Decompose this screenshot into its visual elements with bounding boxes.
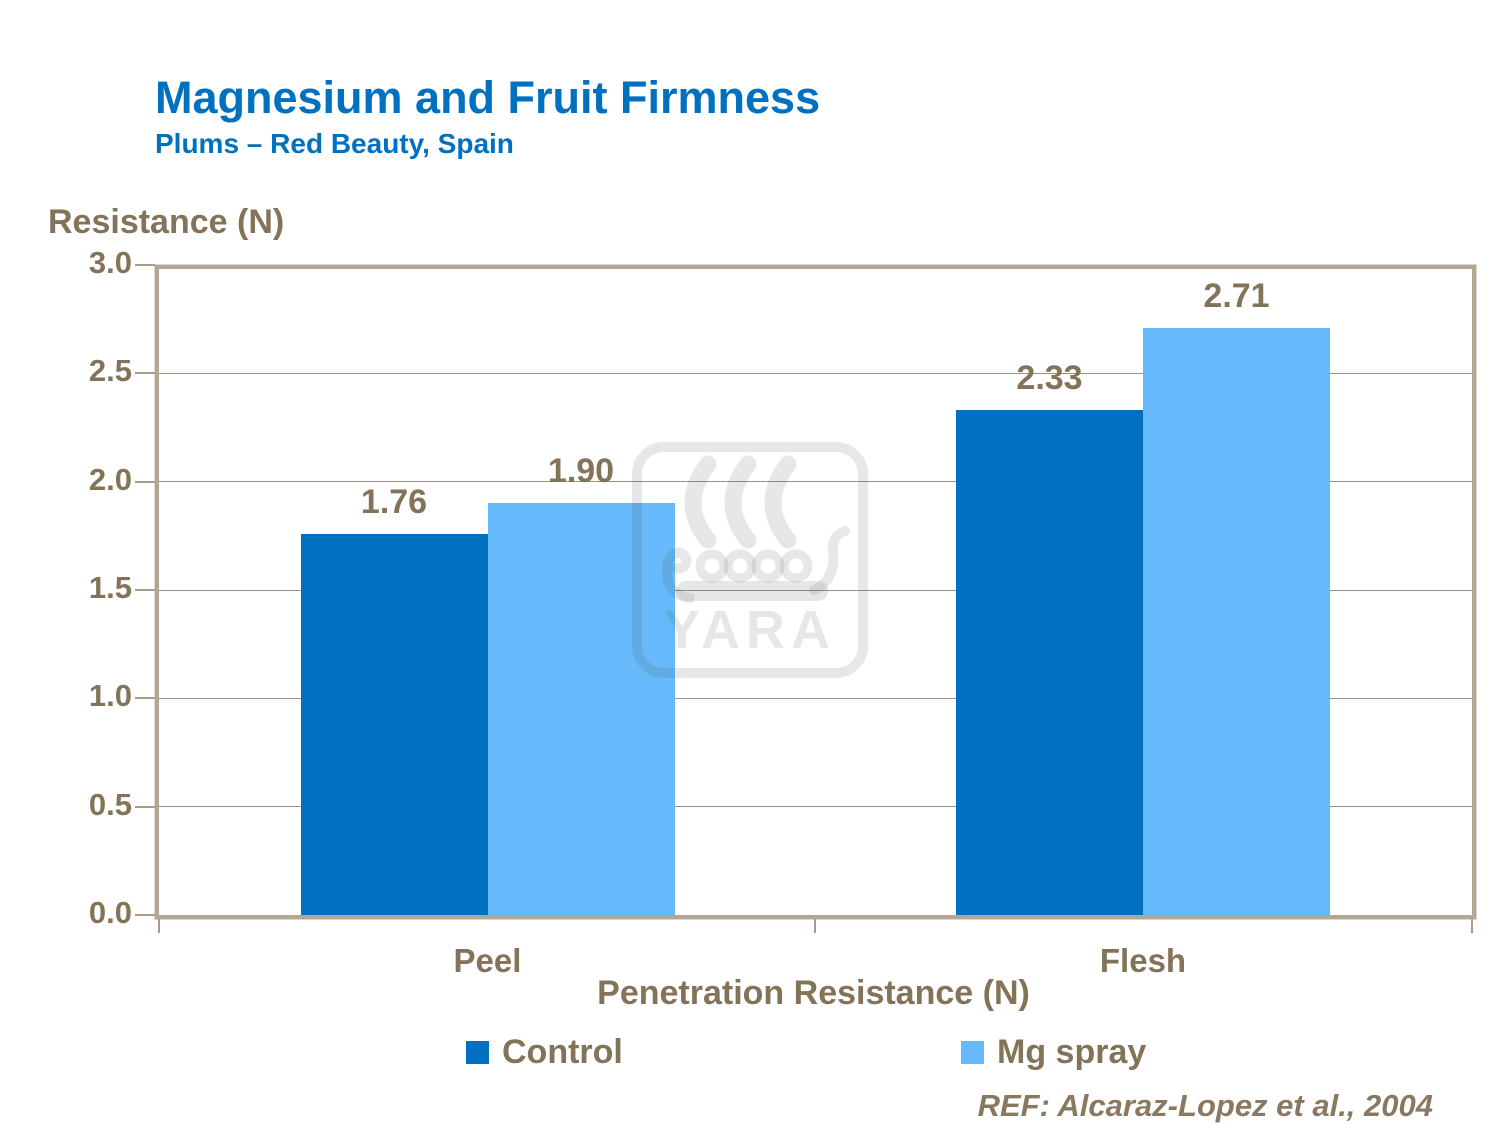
legend-swatch-control bbox=[466, 1040, 489, 1064]
y-tick-label: 2.0 bbox=[88, 461, 132, 497]
y-tick-mark bbox=[135, 914, 155, 916]
page-subtitle: Plums – Red Beauty, Spain bbox=[155, 128, 514, 159]
x-tick-mark bbox=[1471, 919, 1473, 933]
bar-value-label-mg-spray-flesh: 2.71 bbox=[1203, 276, 1270, 315]
x-tick-mark bbox=[158, 919, 160, 933]
legend-item-mg-spray: Mg spray bbox=[961, 1032, 1146, 1072]
y-tick-mark bbox=[135, 805, 155, 808]
y-tick-label: 0.0 bbox=[88, 895, 132, 930]
gridline bbox=[159, 589, 1472, 591]
legend-label-control: Control bbox=[502, 1032, 623, 1071]
y-axis-title: Resistance (N) bbox=[48, 203, 285, 241]
bar-value-label-control-flesh: 2.33 bbox=[1016, 359, 1083, 398]
bar-value-label-mg-spray-peel: 1.90 bbox=[547, 452, 615, 491]
y-tick-label: 2.5 bbox=[88, 353, 132, 389]
bar-mg-spray-flesh bbox=[1143, 327, 1330, 915]
gridline bbox=[159, 481, 1472, 483]
y-tick-label: 1.5 bbox=[88, 570, 132, 605]
bar-value-label-control-peel: 1.76 bbox=[360, 482, 428, 521]
y-tick-mark bbox=[135, 480, 155, 483]
category-label-flesh: Flesh bbox=[1099, 942, 1187, 979]
bar-control-peel bbox=[300, 533, 488, 915]
y-tick-label: 0.5 bbox=[88, 786, 132, 822]
plot-area-frame bbox=[155, 265, 1476, 919]
category-label-peel: Peel bbox=[453, 942, 522, 979]
bar-control-flesh bbox=[956, 410, 1143, 915]
x-tick-mark bbox=[813, 919, 816, 933]
y-tick-mark bbox=[135, 589, 155, 591]
y-tick-label: 3.0 bbox=[88, 245, 132, 280]
page-title: Magnesium and Fruit Firmness bbox=[155, 72, 821, 123]
legend-item-control: Control bbox=[466, 1032, 623, 1072]
bar-mg-spray-peel bbox=[487, 503, 675, 915]
y-tick-mark bbox=[135, 372, 155, 375]
gridline bbox=[159, 806, 1472, 808]
y-tick-label: 1.0 bbox=[88, 678, 132, 714]
x-axis-title: Penetration Resistance (N) bbox=[597, 974, 1030, 1012]
gridline bbox=[159, 372, 1472, 374]
legend-label-mg-spray: Mg spray bbox=[997, 1032, 1147, 1071]
legend-swatch-mg-spray bbox=[961, 1040, 984, 1064]
y-tick-mark bbox=[135, 264, 155, 266]
y-tick-mark bbox=[135, 697, 155, 700]
reference-text: REF: Alcaraz-Lopez et al., 2004 bbox=[977, 1088, 1433, 1123]
gridline bbox=[159, 697, 1472, 699]
